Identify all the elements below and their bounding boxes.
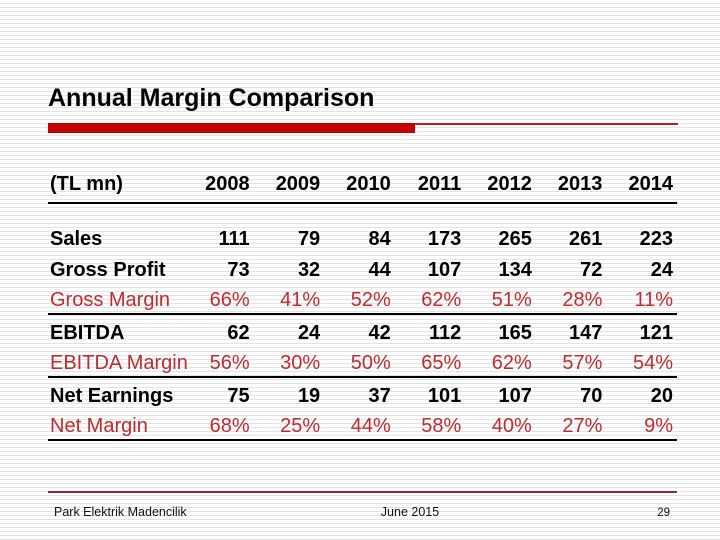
cell-value: 19 [297,384,321,407]
row-label: EBITDA [50,321,125,344]
cell-value: 112 [429,321,462,344]
cell-value: 52% [324,282,395,315]
cell-value: 24 [297,321,321,344]
table-row: Net Earnings 75 19 37 101 107 70 20 [48,377,677,409]
cell-value: 54% [606,345,677,378]
cell-value: 107 [498,384,532,407]
cell-value: 62% [394,282,466,315]
year-header: 2008 [198,168,254,204]
table-row: EBITDA 62 24 42 112 165 147 121 [48,314,677,346]
year-header: 2013 [535,168,607,204]
table-row: EBITDA Margin 56% 30% 50% 65% 62% 57% 54% [48,345,677,378]
year-header: 2012 [465,168,536,204]
cell-value: 72 [580,258,603,281]
year-header: 2009 [253,168,325,204]
cell-value: 40% [465,408,536,441]
cell-value: 111 [218,228,250,250]
cell-value: 261 [569,228,603,250]
cell-value: 223 [639,228,673,250]
year-header: 2014 [606,168,677,204]
cell-value: 20 [650,384,673,407]
footer-divider [48,491,677,493]
slide-title: Annual Margin Comparison [48,84,375,112]
cell-value: 173 [427,228,462,250]
cell-value: 84 [368,228,391,250]
title-accent-line [415,123,678,125]
cell-value: 41% [253,282,325,315]
page-number: 29 [657,507,670,519]
cell-value: 28% [535,282,607,315]
title-accent-bar [48,123,415,133]
row-label: Net Earnings [50,384,174,407]
row-label: Gross Margin [48,282,199,315]
cell-value: 44 [368,258,391,281]
table-header-row: (TL mn) 2008 2009 2010 2011 2012 2013 20… [48,168,677,204]
cell-value: 37 [368,384,391,407]
cell-value: 107 [427,258,462,281]
cell-value: 25% [253,408,325,441]
cell-value: 73 [227,258,250,281]
cell-value: 101 [427,384,462,407]
cell-value: 265 [498,228,532,250]
cell-value: 42 [368,321,391,344]
title-accent-rule [48,122,678,134]
cell-value: 44% [324,408,395,441]
cell-value: 62 [227,321,250,344]
cell-value: 75 [227,384,250,407]
table-row: Gross Profit 73 32 44 107 134 72 24 [48,252,677,283]
year-header: 2011 [394,168,466,204]
cell-value: 68% [198,408,254,441]
cell-value: 66% [198,282,254,315]
footer-company: Park Elektrik Madencilik [54,505,187,519]
row-label: Net Margin [48,408,199,441]
cell-value: 147 [569,321,603,344]
cell-value: 27% [535,408,607,441]
cell-value: 65% [394,345,466,378]
table-row: Gross Margin 66% 41% 52% 62% 51% 28% 11% [48,282,677,315]
cell-value: 24 [650,258,673,281]
unit-label: (TL mn) [48,168,199,204]
year-header: 2010 [324,168,395,204]
cell-value: 50% [324,345,395,378]
table-row: Net Margin 68% 25% 44% 58% 40% 27% 9% [48,408,677,441]
row-label: Gross Profit [50,258,166,281]
cell-value: 9% [606,408,677,441]
row-label: Sales [50,228,103,250]
cell-value: 56% [198,345,254,378]
cell-value: 58% [394,408,466,441]
cell-value: 165 [498,321,532,344]
table-body: Sales 111 79 84 173 265 261 223 Gross Profit 73 32… [48,203,677,441]
cell-value: 11% [606,282,677,315]
margin-comparison-table: (TL mn) 2008 2009 2010 2011 2012 2013 20… [48,168,677,441]
cell-value: 32 [297,258,321,281]
table-row: Sales 111 79 84 173 265 261 223 [48,203,677,252]
cell-value: 70 [580,384,603,407]
cell-value: 62% [465,345,536,378]
cell-value: 121 [639,321,673,344]
cell-value: 51% [465,282,536,315]
cell-value: 79 [297,228,321,250]
cell-value: 57% [535,345,607,378]
cell-value: 30% [253,345,325,378]
footer-date: June 2015 [380,505,440,519]
cell-value: 134 [498,258,532,281]
row-label: EBITDA Margin [48,345,199,378]
